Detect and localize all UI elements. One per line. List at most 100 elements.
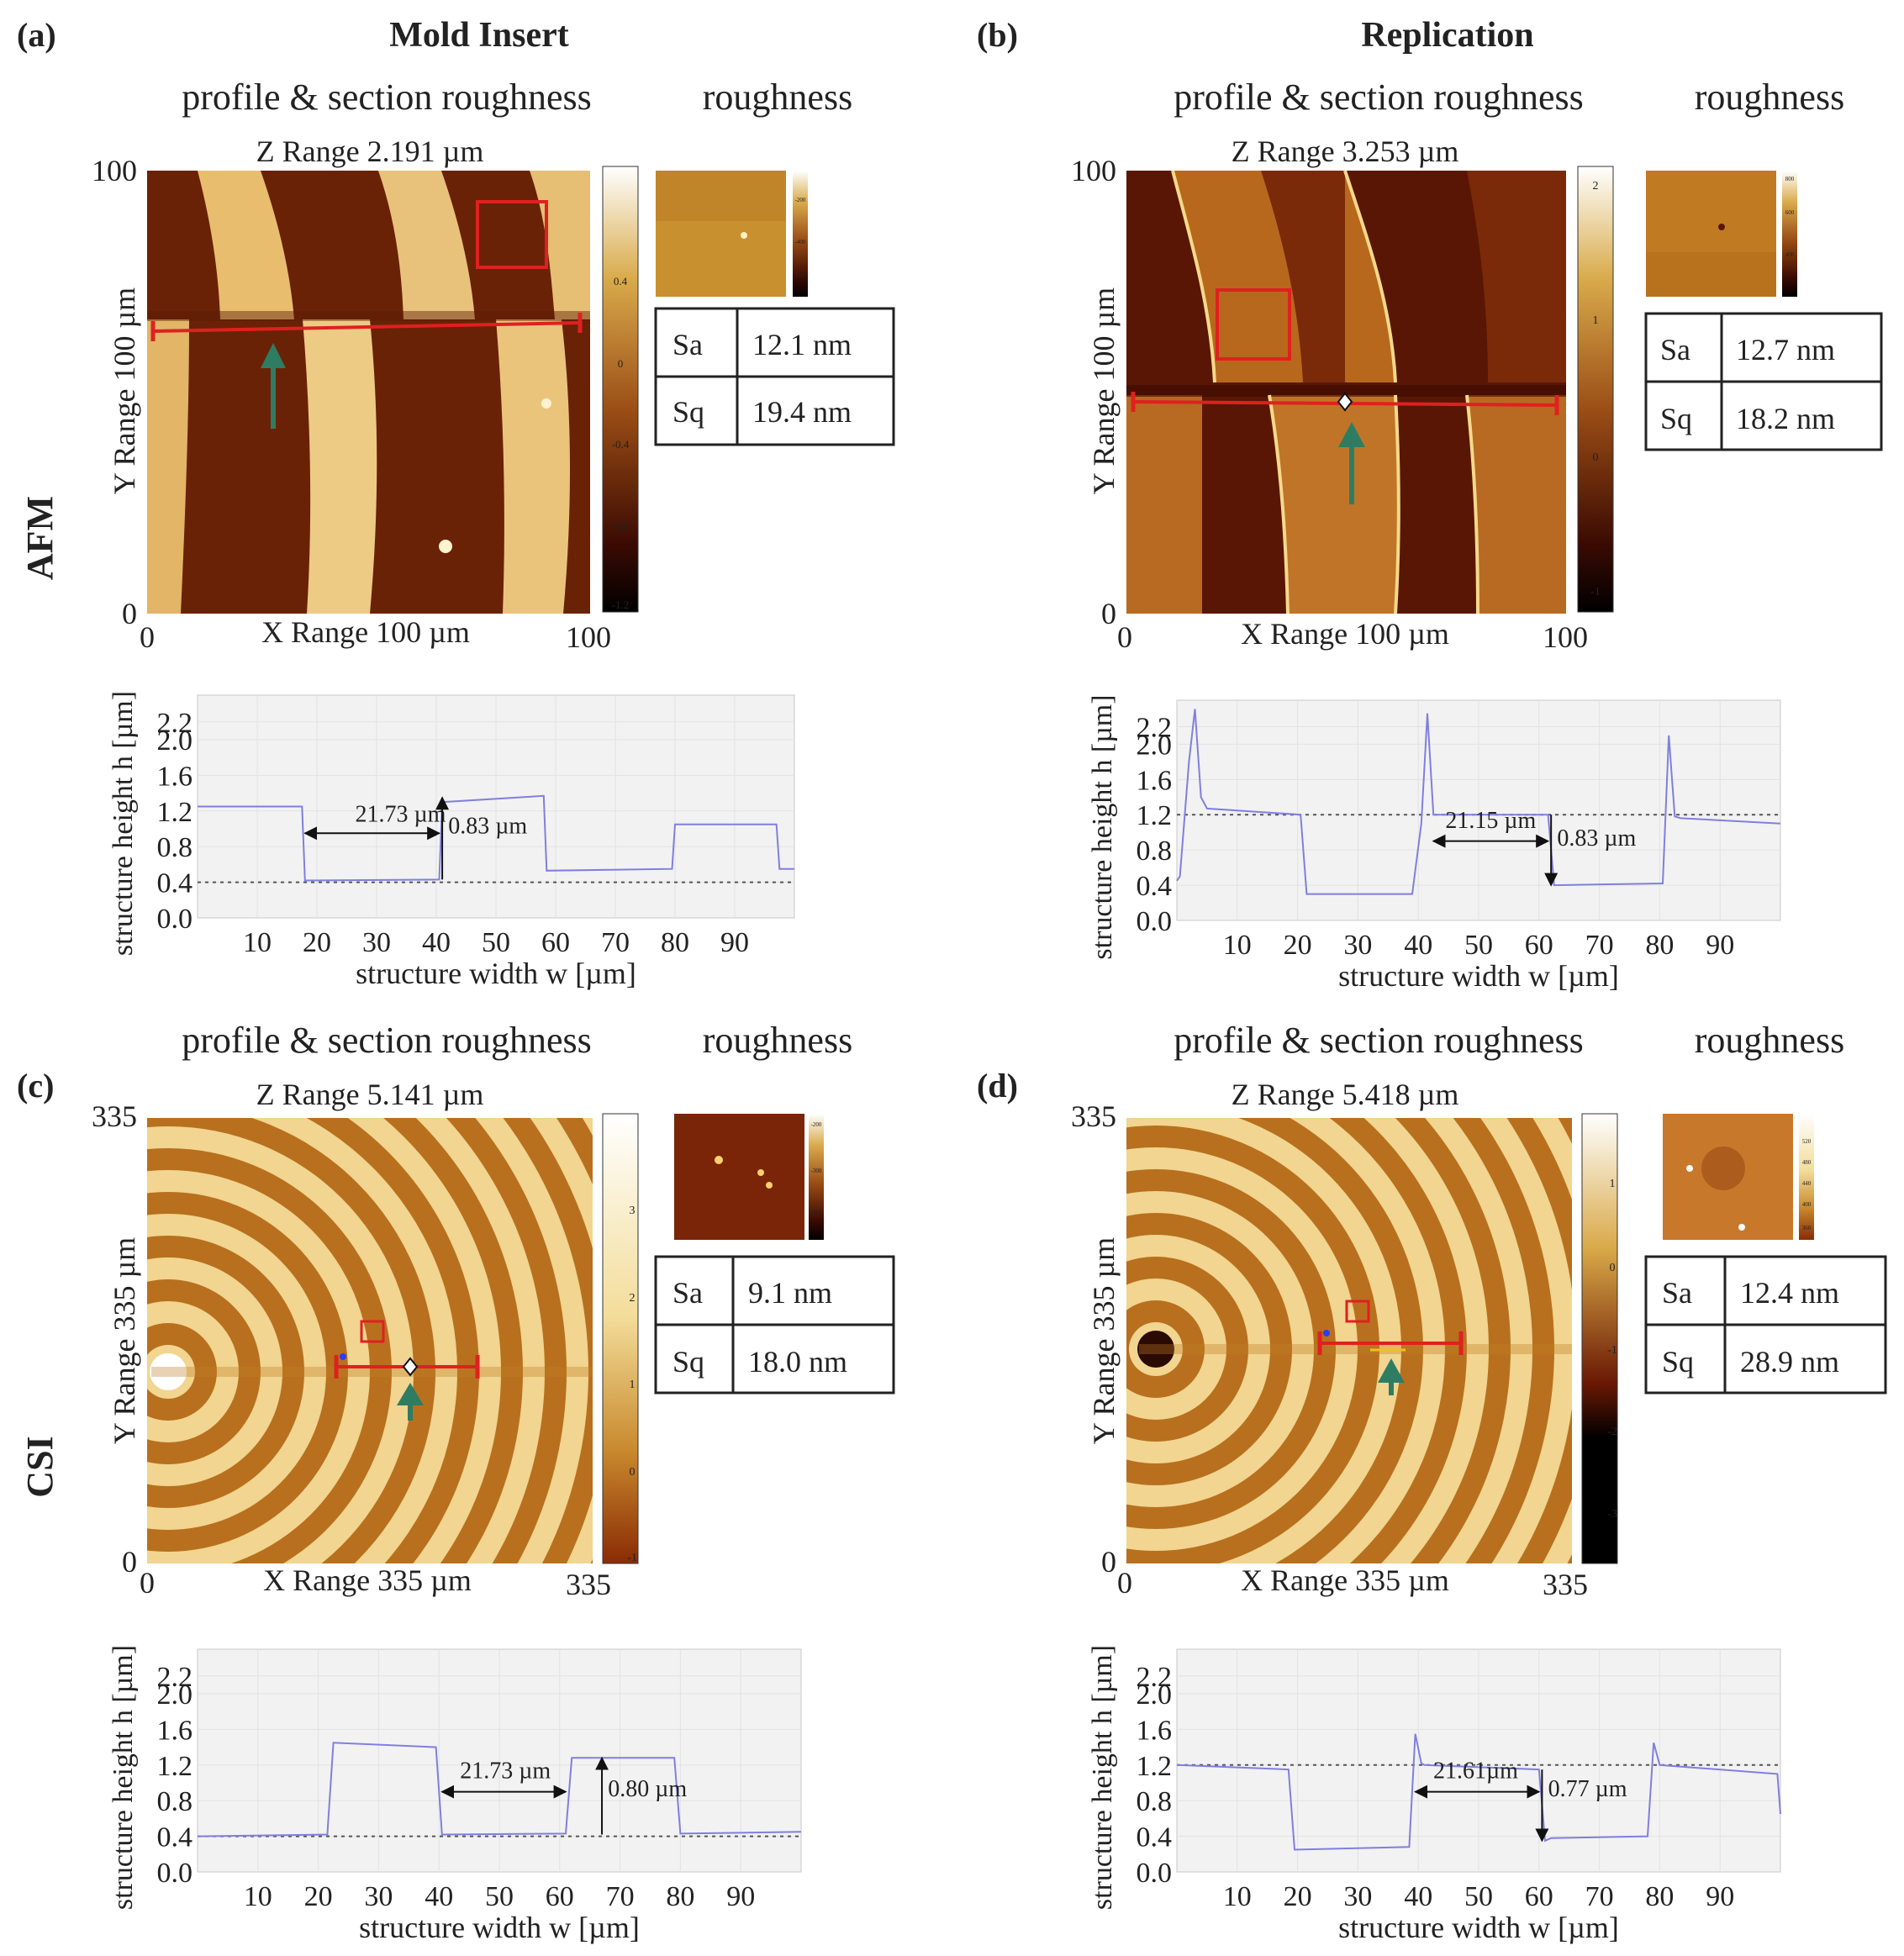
y-tick-label: 1.2 xyxy=(157,797,193,828)
column-title-mold-insert: Mold Insert xyxy=(389,16,569,55)
profile-chart: 0.0 0.4 0.8 1.2 1.6 2.02.2 10 20 30 40 50 60 70 80 90 s… xyxy=(1087,1645,1781,1944)
x-axis-label: structure width w [µm] xyxy=(1338,959,1619,993)
axis-zero-x-c: 0 xyxy=(140,1566,155,1600)
sa-value-b: 12.7 nm xyxy=(1736,333,1835,366)
roughness-inset-c: -200 -300 -400 xyxy=(674,1114,824,1240)
roughness-inset-d: 520 480 440 400 360 xyxy=(1663,1114,1814,1240)
subhead-roughness-b: roughness xyxy=(1695,76,1844,118)
inset-tick-d: 400 xyxy=(1802,1201,1812,1208)
y-tick-label: 0.0 xyxy=(1137,1858,1173,1889)
x-tick-label: 20 xyxy=(303,927,331,958)
inset-tick-a: -400 xyxy=(795,239,806,245)
y-tick-label: 2.2 xyxy=(157,708,193,739)
profile-series-line xyxy=(198,794,794,882)
sq-value-c: 18.0 nm xyxy=(748,1345,847,1379)
x-tick-label: 50 xyxy=(482,927,510,958)
axis-max-x-d: 335 xyxy=(1543,1568,1588,1601)
y-range-d: Y Range 335 µm xyxy=(1087,1237,1121,1444)
y-tick-label: 0.4 xyxy=(157,1822,193,1853)
y-tick-label: 1.2 xyxy=(1137,800,1173,831)
x-tick-label: 60 xyxy=(541,927,570,958)
sa-label-c: Sa xyxy=(672,1276,703,1310)
inset-tick-b: 400 xyxy=(1785,251,1795,258)
y-tick-label: 2.0 xyxy=(1137,1679,1173,1711)
z-range-a: Z Range 2.191 µm xyxy=(256,134,484,168)
sa-value-a: 12.1 nm xyxy=(752,328,852,361)
csi-image-c xyxy=(147,1118,593,1563)
inset-tick-a: -600 xyxy=(795,272,806,279)
sq-label-b: Sq xyxy=(1660,402,1692,435)
x-tick-label: 90 xyxy=(1706,1881,1734,1912)
axis-max-x-b: 100 xyxy=(1543,620,1588,654)
roughness-table-d: Sa 12.4 nm Sq 28.9 nm xyxy=(1644,1255,1887,1395)
x-tick-label: 60 xyxy=(1525,930,1553,961)
axis-max-x-a: 100 xyxy=(566,620,611,654)
x-range-a: X Range 100 µm xyxy=(261,615,470,649)
x-range-c: X Range 335 µm xyxy=(263,1563,472,1597)
roughness-table-c: Sa 9.1 nm Sq 18.0 nm xyxy=(654,1255,895,1395)
x-tick-label: 90 xyxy=(726,1881,755,1912)
x-tick-label: 80 xyxy=(666,1881,694,1912)
stitch-line xyxy=(1139,1344,1572,1354)
profile-charts: 0.00.40.81.21.62.02.210 20 30 40 50 60 70 80 90s… xyxy=(108,691,1781,1944)
x-tick-label: 40 xyxy=(425,1881,453,1912)
x-tick-label: 50 xyxy=(1464,930,1493,961)
x-tick-label: 70 xyxy=(1585,930,1614,961)
y-axis-label: structure height h [µm] xyxy=(1087,694,1118,959)
y-tick-label: 0.4 xyxy=(157,868,193,899)
x-tick-label: 10 xyxy=(243,927,272,958)
profile-series-line xyxy=(197,1742,802,1837)
colorbar-b: 2 1 0 -1 xyxy=(1577,166,1614,613)
sq-value-a: 19.4 nm xyxy=(752,395,852,429)
x-tick-label: 80 xyxy=(1645,930,1674,961)
axis-max-y-d: 335 xyxy=(1071,1099,1116,1133)
y-range-a: Y Range 100 µm xyxy=(108,287,141,494)
afm-image-b xyxy=(1126,171,1566,614)
sa-label-a: Sa xyxy=(672,328,703,361)
y-tick-label: 1.2 xyxy=(157,1751,193,1782)
colorbar-tick-d: -2 xyxy=(1607,1426,1617,1438)
x-tick-label: 80 xyxy=(1645,1881,1674,1912)
subhead-profile-c: profile & section roughness xyxy=(182,1020,592,1061)
y-tick-label: 2.2 xyxy=(157,1662,193,1693)
x-tick-label: 70 xyxy=(606,1881,635,1912)
inset-tick-c: -300 xyxy=(811,1168,822,1174)
inset-tick-c: -400 xyxy=(811,1210,822,1216)
y-tick-label: 0.8 xyxy=(1137,1786,1173,1817)
y-range-b: Y Range 100 µm xyxy=(1087,287,1121,494)
x-tick-label: 60 xyxy=(1525,1881,1553,1912)
y-tick-label: 0.0 xyxy=(157,1858,193,1889)
y-tick-label: 2.0 xyxy=(157,725,193,757)
y-tick-label: 0.0 xyxy=(1137,906,1173,937)
x-range-b: X Range 100 µm xyxy=(1241,617,1449,651)
z-range-c: Z Range 5.141 µm xyxy=(256,1078,484,1111)
y-axis-label: structure height h [µm] xyxy=(108,691,139,956)
colorbar-tick-d: -3 xyxy=(1607,1508,1617,1521)
y-axis-label: structure height h [µm] xyxy=(108,1645,139,1910)
x-tick-label: 90 xyxy=(1706,930,1734,961)
axis-zero-x-d: 0 xyxy=(1117,1566,1132,1600)
x-tick-label: 40 xyxy=(422,927,451,958)
colorbar-tick-b: 1 xyxy=(1593,314,1599,327)
sa-value-d: 12.4 nm xyxy=(1740,1276,1839,1310)
inset-tick-d: 360 xyxy=(1802,1225,1812,1231)
height-annotation: 0.83 µm xyxy=(1557,825,1636,851)
colorbar-tick-b: -1 xyxy=(1590,586,1601,598)
colorbar-tick-a: -1.2 xyxy=(612,598,630,611)
x-tick-label: 80 xyxy=(661,927,689,958)
axis-max-y-c: 335 xyxy=(92,1099,137,1133)
z-range-d: Z Range 5.418 µm xyxy=(1232,1078,1459,1111)
inset-tick-b: 600 xyxy=(1785,209,1795,216)
inset-tick-d: 440 xyxy=(1802,1180,1812,1187)
axis-zero-y-b: 0 xyxy=(1101,597,1116,630)
profile-series-line xyxy=(1176,1733,1781,1851)
afm-image-a xyxy=(147,171,590,614)
height-annotation: 0.83 µm xyxy=(448,813,527,839)
sa-label-b: Sa xyxy=(1660,333,1690,366)
x-tick-label: 50 xyxy=(485,1881,514,1912)
axis-zero-y-a: 0 xyxy=(122,597,137,630)
y-tick-label: 0.8 xyxy=(157,832,193,863)
colorbar-tick-c: 1 xyxy=(630,1379,636,1391)
subhead-roughness-a: roughness xyxy=(703,76,852,118)
